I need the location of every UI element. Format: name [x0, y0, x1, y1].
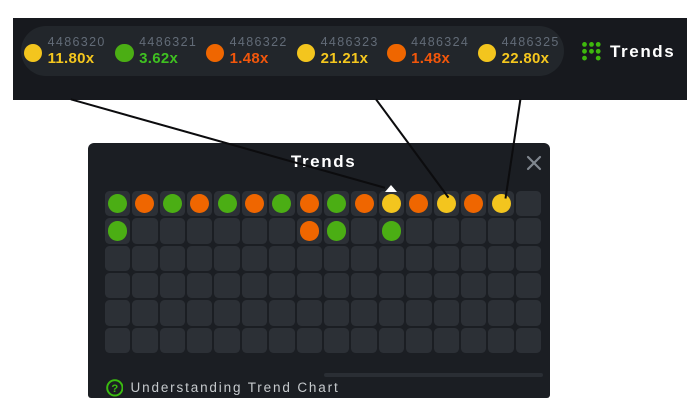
- svg-text:?: ?: [111, 383, 118, 395]
